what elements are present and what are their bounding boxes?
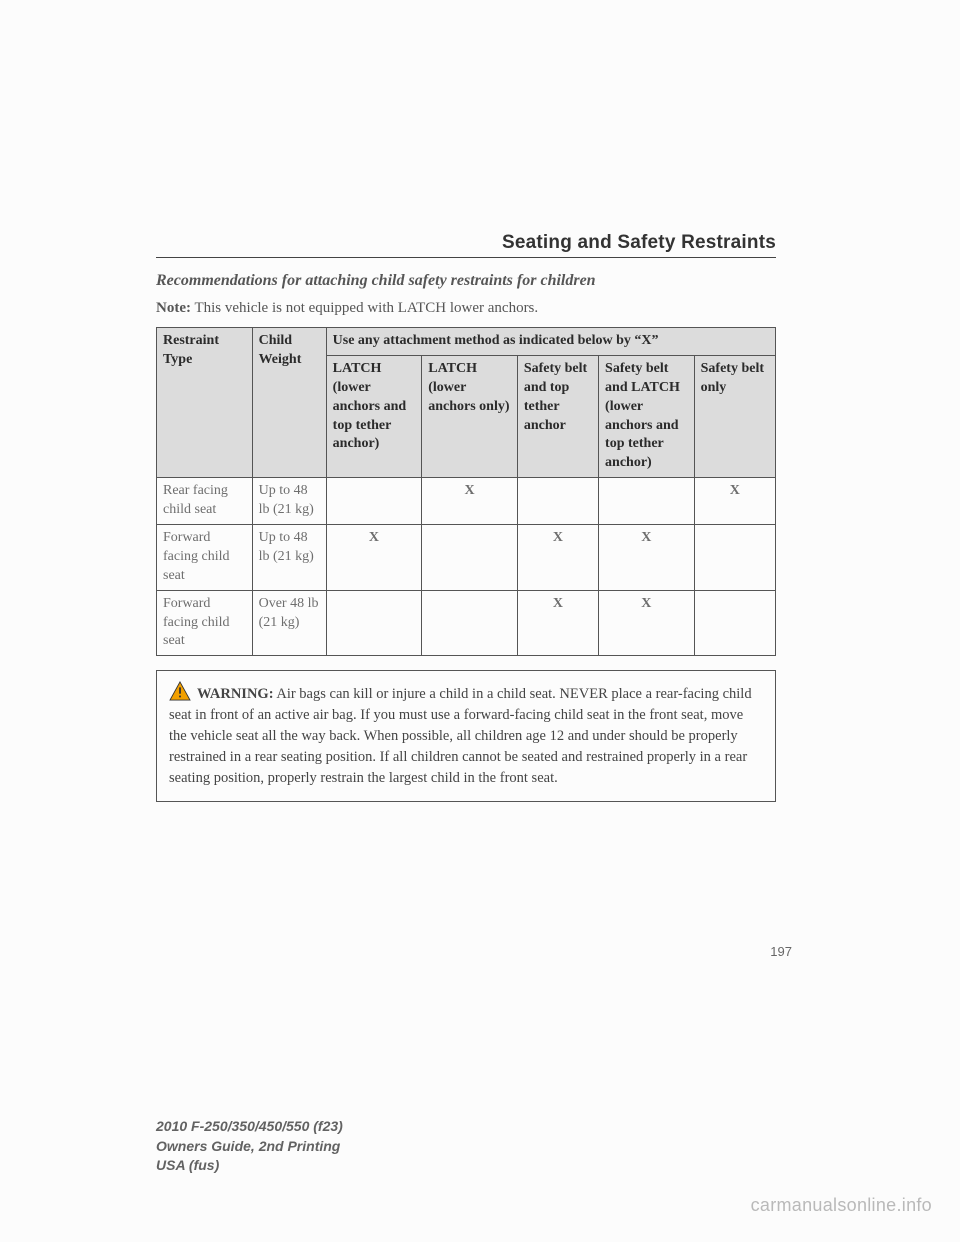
col-child-weight: Child Weight: [252, 328, 326, 478]
cell-mark: X: [517, 525, 598, 591]
section-title: Seating and Safety Restraints: [156, 232, 776, 254]
cell-mark: [694, 525, 775, 591]
cell-mark: X: [599, 590, 695, 656]
footer-line-3: USA (fus): [156, 1156, 343, 1176]
cell-mark: [599, 478, 695, 525]
cell-restraint-type: Forward facing child seat: [157, 525, 253, 591]
cell-mark: X: [422, 478, 518, 525]
col-group-header: Use any attachment method as indicated b…: [326, 328, 775, 356]
col-belt-latch: Safety belt and LATCH (lower anchors and…: [599, 355, 695, 477]
table-row: Forward facing child seat Over 48 lb (21…: [157, 590, 776, 656]
cell-mark: X: [326, 525, 422, 591]
page-number: 197: [770, 944, 792, 959]
cell-mark: [422, 590, 518, 656]
cell-mark: [694, 590, 775, 656]
watermark-text: carmanualsonline.info: [751, 1195, 932, 1216]
content-area: Seating and Safety Restraints Recommenda…: [156, 232, 776, 802]
note-label: Note:: [156, 300, 191, 316]
footer-line-2: Owners Guide, 2nd Printing: [156, 1137, 343, 1157]
cell-mark: X: [599, 525, 695, 591]
col-restraint-type: Restraint Type: [157, 328, 253, 478]
cell-restraint-type: Forward facing child seat: [157, 590, 253, 656]
cell-weight: Over 48 lb (21 kg): [252, 590, 326, 656]
col-belt-only: Safety belt only: [694, 355, 775, 477]
col-belt-tether: Safety belt and top tether anchor: [517, 355, 598, 477]
table-row: Forward facing child seat Up to 48 lb (2…: [157, 525, 776, 591]
col-latch-anchors-tether: LATCH (lower anchors and top tether anch…: [326, 355, 422, 477]
warning-label: WARNING:: [197, 686, 274, 702]
cell-mark: [422, 525, 518, 591]
table-row: Rear facing child seat Up to 48 lb (21 k…: [157, 478, 776, 525]
note-text: This vehicle is not equipped with LATCH …: [191, 300, 538, 316]
note-line: Note: This vehicle is not equipped with …: [156, 300, 776, 317]
cell-mark: [326, 478, 422, 525]
table-header-row-1: Restraint Type Child Weight Use any atta…: [157, 328, 776, 356]
manual-page: Seating and Safety Restraints Recommenda…: [0, 0, 960, 1242]
cell-restraint-type: Rear facing child seat: [157, 478, 253, 525]
title-rule: [156, 257, 776, 258]
cell-weight: Up to 48 lb (21 kg): [252, 525, 326, 591]
cell-weight: Up to 48 lb (21 kg): [252, 478, 326, 525]
cell-mark: [326, 590, 422, 656]
restraint-table: Restraint Type Child Weight Use any atta…: [156, 327, 776, 656]
footer-block: 2010 F-250/350/450/550 (f23) Owners Guid…: [156, 1117, 343, 1176]
cell-mark: [517, 478, 598, 525]
col-latch-anchors-only: LATCH (lower anchors only): [422, 355, 518, 477]
cell-mark: X: [517, 590, 598, 656]
recommendation-heading: Recommendations for attaching child safe…: [156, 272, 776, 290]
footer-line-1: 2010 F-250/350/450/550 (f23): [156, 1117, 343, 1137]
warning-icon: [169, 681, 191, 701]
warning-box: WARNING: Air bags can kill or injure a c…: [156, 670, 776, 802]
cell-mark: X: [694, 478, 775, 525]
